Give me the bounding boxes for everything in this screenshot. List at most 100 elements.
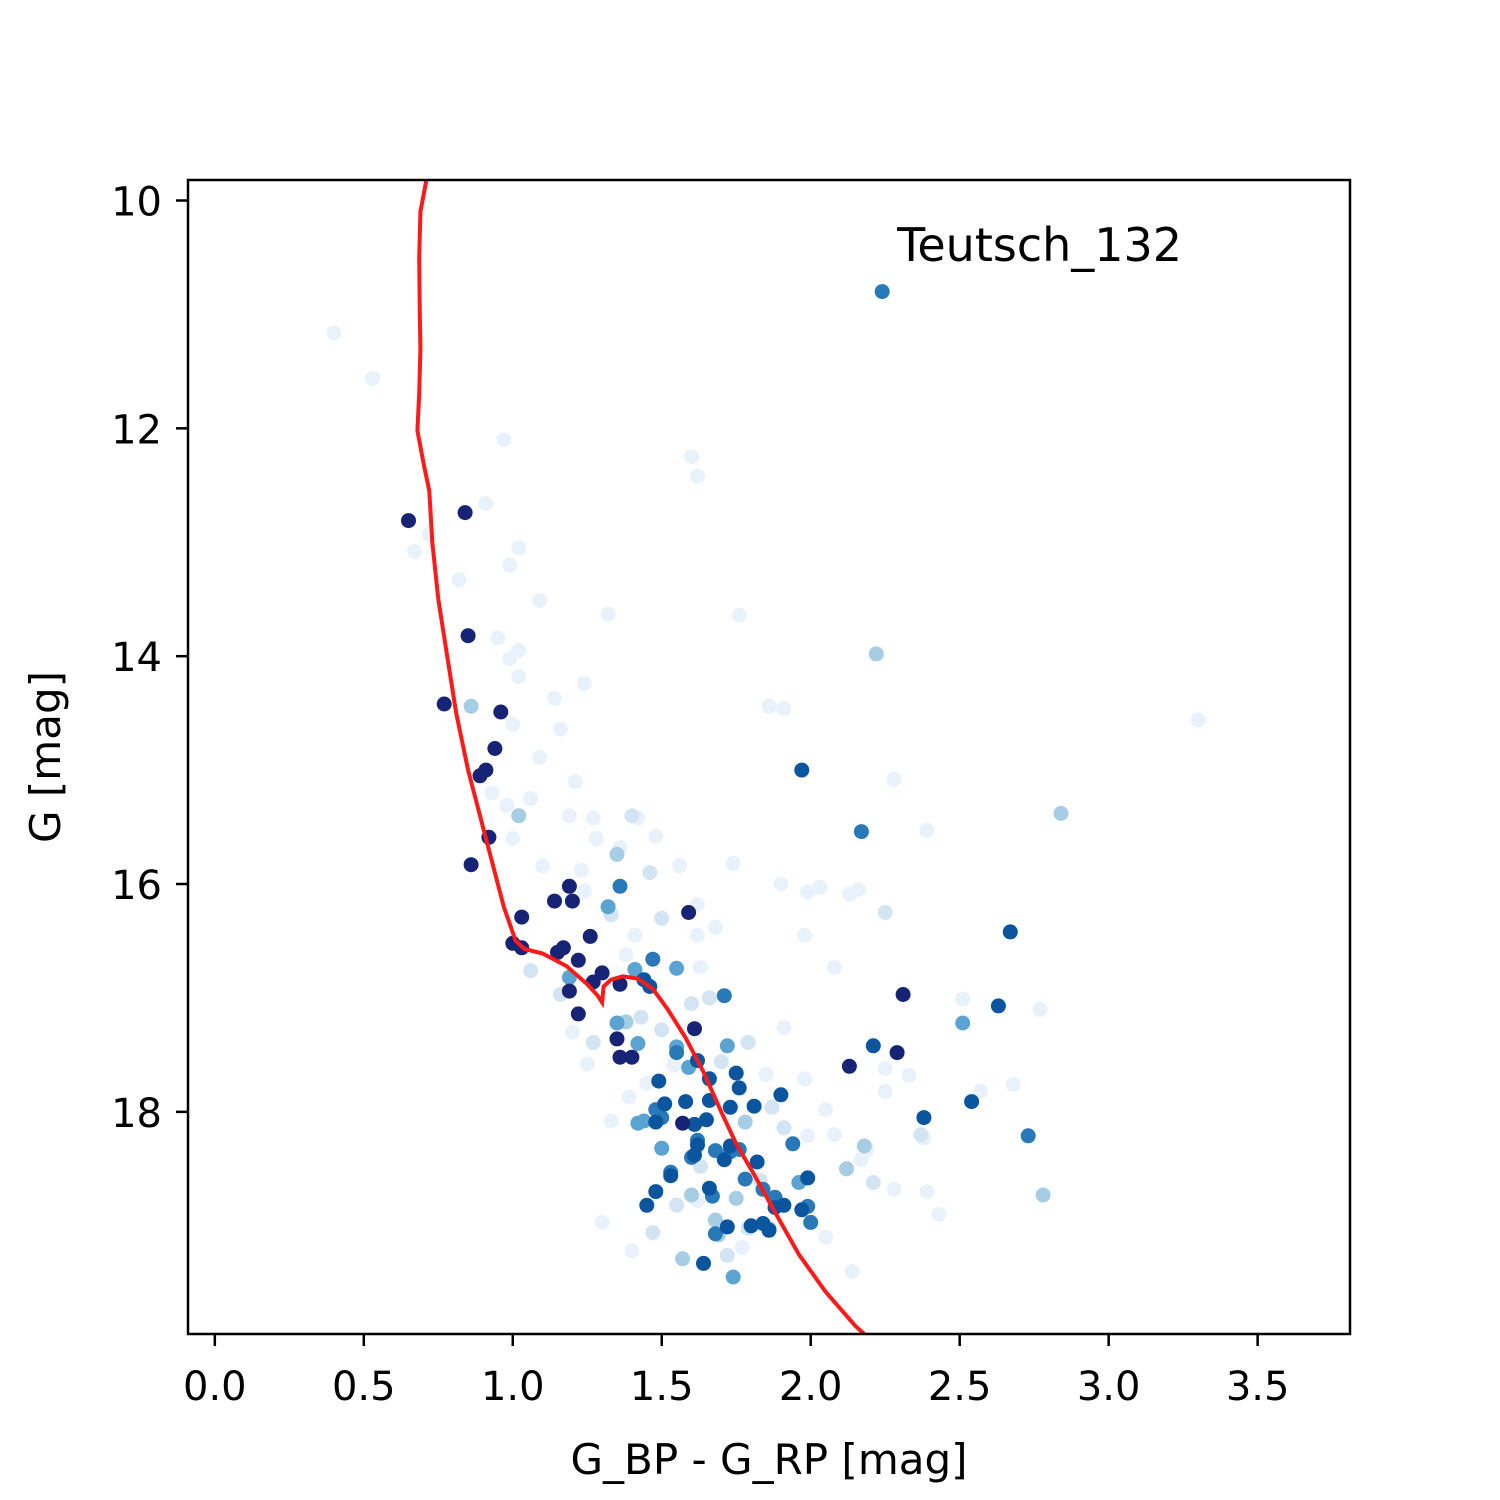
star-point <box>532 750 548 766</box>
star-point <box>657 1096 673 1112</box>
x-axis-ticks: 0.0 0.5 1.0 1.5 2.0 2.5 3.0 3.5 <box>183 1334 1289 1410</box>
isochrone-curve <box>415 180 866 1334</box>
star-point <box>719 1038 735 1054</box>
star-point <box>886 1181 902 1197</box>
star-point <box>874 284 890 300</box>
star-point <box>627 927 643 943</box>
star-point <box>800 1128 816 1144</box>
star-point <box>1035 1187 1051 1203</box>
star-point <box>612 878 628 894</box>
star-point <box>973 1083 988 1099</box>
star-point <box>850 882 866 898</box>
star-point <box>639 1075 655 1091</box>
star-point <box>794 1202 810 1218</box>
star-point <box>803 1214 819 1230</box>
star-point <box>687 1116 702 1132</box>
star-point <box>1020 1128 1036 1144</box>
star-point <box>463 698 479 714</box>
star-point <box>630 1115 646 1131</box>
star-point <box>493 704 509 720</box>
star-point <box>919 823 935 838</box>
star-point <box>690 468 705 484</box>
y-tick-label: 14 <box>111 635 162 681</box>
star-point <box>785 1136 801 1152</box>
star-point <box>484 785 500 801</box>
star-point <box>505 831 521 846</box>
star-point <box>633 1009 649 1025</box>
star-point <box>707 1226 723 1242</box>
star-point <box>648 1184 664 1200</box>
star-point <box>818 1229 834 1245</box>
star-point <box>436 696 452 712</box>
star-point <box>761 1222 777 1238</box>
star-point <box>496 432 512 448</box>
star-point <box>758 1066 774 1082</box>
star-point <box>865 1175 881 1190</box>
y-tick-label: 10 <box>111 180 162 226</box>
star-point <box>523 963 539 979</box>
star-point <box>654 1022 670 1038</box>
star-point <box>502 557 518 573</box>
star-point <box>573 862 589 878</box>
star-point <box>642 865 658 881</box>
star-point <box>707 919 723 935</box>
star-point <box>797 927 813 943</box>
star-point <box>511 669 527 685</box>
star-point <box>684 1187 699 1203</box>
star-point <box>401 513 416 529</box>
star-point <box>827 1127 842 1143</box>
star-point <box>913 1127 929 1143</box>
x-tick-label: 2.5 <box>928 1364 992 1410</box>
star-point <box>570 952 586 968</box>
star-point <box>511 540 527 556</box>
star-point <box>725 856 741 871</box>
star-point <box>955 991 971 1007</box>
star-point <box>600 899 616 915</box>
star-point <box>886 771 902 787</box>
star-point <box>421 526 437 542</box>
star-point <box>746 1098 762 1114</box>
star-point <box>773 876 789 892</box>
star-point <box>612 976 628 992</box>
y-tick-label: 12 <box>111 407 162 453</box>
star-point <box>627 962 643 977</box>
star-point <box>731 1080 747 1096</box>
star-point <box>895 987 911 1002</box>
star-point <box>919 1184 935 1200</box>
star-point <box>326 325 342 341</box>
star-point <box>603 1113 619 1129</box>
star-point <box>648 1114 664 1130</box>
star-point <box>731 607 747 623</box>
star-point <box>547 690 562 706</box>
plot-frame <box>186 178 1352 1336</box>
star-point <box>639 1197 655 1213</box>
star-point <box>612 1049 628 1065</box>
star-point <box>576 883 592 899</box>
star-point <box>737 1114 753 1130</box>
star-point <box>511 808 527 824</box>
star-point <box>618 947 634 963</box>
star-point <box>570 1006 586 1022</box>
star-point <box>681 905 697 920</box>
star-point <box>698 1112 714 1128</box>
star-point <box>776 1020 792 1036</box>
star-point <box>684 996 699 1012</box>
star-point <box>666 1057 682 1073</box>
star-point <box>675 1251 691 1267</box>
x-tick-label: 1.5 <box>630 1364 694 1410</box>
star-point <box>535 858 551 874</box>
star-point <box>865 1038 881 1054</box>
star-point <box>877 905 893 920</box>
star-point <box>582 928 598 944</box>
star-point <box>1053 805 1069 821</box>
star-point <box>460 628 476 644</box>
star-point <box>841 1058 857 1074</box>
x-tick-label: 0.0 <box>183 1364 247 1410</box>
star-point <box>588 831 604 846</box>
star-point <box>696 1255 711 1271</box>
star-point <box>472 768 488 784</box>
star-point <box>719 1247 735 1263</box>
star-point <box>511 643 527 658</box>
